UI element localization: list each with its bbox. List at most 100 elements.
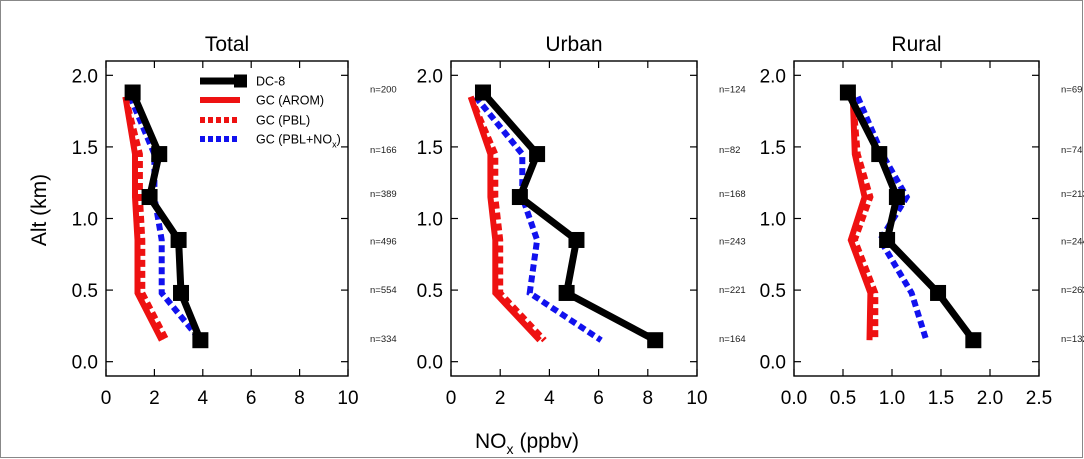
sample-count-label: n=496: [370, 236, 397, 247]
dc8-marker: [888, 189, 905, 206]
dc8-marker: [192, 332, 209, 349]
x-tick-label: 0: [446, 388, 457, 409]
sample-count-label: n=132: [1061, 334, 1084, 345]
y-tick-label: 1.0: [72, 210, 98, 231]
dc8-marker: [529, 146, 546, 163]
y-tick-label: 2.0: [760, 66, 786, 87]
y-axis-label: Alt (km): [28, 174, 51, 246]
sample-count-label: n=244: [1061, 236, 1084, 247]
series-line-arom: [467, 95, 542, 343]
legend-label-pblnox: GC (PBL+NOx): [256, 133, 341, 150]
x-tick-label: 0.5: [830, 388, 856, 409]
y-tick-label: 2.0: [417, 66, 443, 87]
dc8-marker: [965, 332, 982, 349]
legend-marker-dc8: [234, 74, 247, 88]
x-tick-label: 8: [294, 388, 305, 409]
legend-label-pblnox-main: GC (PBL+NO: [256, 133, 332, 147]
y-tick-label: 1.5: [72, 138, 98, 159]
x-axis-label-unit: (ppbv): [519, 430, 579, 453]
x-tick-label: 6: [593, 388, 604, 409]
series-line-pbl: [122, 96, 170, 342]
sample-count-label: n=166: [370, 145, 397, 156]
y-tick-label: 1.5: [760, 138, 786, 159]
chart-panels: Total 0 2 4 6 8 10 0.0 0.5 1.0 1.5 2.0 n=200 n=166 n=3…: [72, 33, 1084, 409]
series-line-dc8: [844, 90, 977, 343]
sample-count-label: n=164: [719, 334, 746, 345]
x-tick-label: 0.0: [781, 388, 807, 409]
x-axis-label-main: NO: [475, 430, 507, 453]
sample-count-label: n=221: [719, 285, 746, 296]
legend-label-dc8: DC-8: [256, 75, 285, 89]
x-tick-label: 8: [643, 388, 654, 409]
legend-label-pbl: GC (PBL): [256, 114, 310, 128]
legend-label-arom: GC (AROM): [256, 94, 324, 108]
y-tick-label: 0.5: [72, 281, 98, 302]
sample-count-label: n=263: [1061, 285, 1084, 296]
sample-count-label: n=200: [370, 85, 397, 96]
x-tick-label: 4: [544, 388, 555, 409]
sample-count-label: n=334: [370, 334, 397, 345]
x-tick-label: 6: [246, 388, 257, 409]
x-tick-label: 2.5: [1026, 388, 1052, 409]
legend: DC-8 GC (AROM) GC (PBL) GC (PBL+NOx): [200, 74, 341, 150]
x-tick-label: 2: [495, 388, 506, 409]
sample-count-label: n=69: [1061, 85, 1082, 96]
y-tick-label: 0.0: [760, 353, 786, 374]
dc8-marker: [474, 84, 491, 101]
series-line-pbl: [467, 95, 547, 343]
x-axis-label-subscript: x: [506, 441, 513, 457]
x-tick-label: 2.0: [977, 388, 1003, 409]
y-tick-label: 1.0: [760, 210, 786, 231]
x-tick-label: 10: [686, 388, 707, 409]
sample-count-label: n=82: [719, 145, 740, 156]
x-tick-label: 0: [101, 388, 112, 409]
series-line-arom: [847, 96, 874, 341]
panel-rural: Rural 0.0 0.5 1.0 1.5 2.0 2.5 0.0 0.5 1.0 1.5 2.0 n=…: [760, 33, 1084, 409]
panel-urban: Urban 0 2 4 6 8 10 0.0 0.5 1.0 1.5 2.0 n=124 n=82 n=16…: [417, 33, 746, 409]
legend-label-pblnox-end: ): [337, 133, 341, 147]
series-line-arom: [122, 96, 165, 342]
x-tick-label: 4: [198, 388, 209, 409]
dc8-marker: [558, 284, 575, 301]
sample-count-label: n=243: [719, 236, 746, 247]
y-tick-label: 2.0: [72, 66, 98, 87]
dc8-marker: [930, 284, 947, 301]
y-tick-label: 0.0: [72, 353, 98, 374]
sample-count-label: n=213: [1061, 189, 1084, 200]
plot-frame: [793, 60, 1040, 377]
x-axis-label: NOx (ppbv): [475, 430, 579, 457]
y-tick-label: 1.0: [417, 210, 443, 231]
x-tick-label: 1.0: [879, 388, 905, 409]
dc8-marker: [568, 231, 585, 248]
dc8-marker: [647, 332, 664, 349]
dc8-marker: [124, 84, 141, 101]
y-tick-label: 1.5: [417, 138, 443, 159]
panel-title: Urban: [545, 33, 602, 56]
sample-count-label: n=168: [719, 189, 746, 200]
y-tick-label: 0.5: [417, 281, 443, 302]
legend-label-pblnox-sub: x: [332, 140, 337, 150]
dc8-marker: [511, 189, 528, 206]
sample-count-label: n=124: [719, 85, 746, 96]
x-tick-label: 1.5: [928, 388, 954, 409]
sample-count-label: n=74: [1061, 145, 1082, 156]
dc8-marker: [141, 189, 158, 206]
series-line-pblnox: [127, 95, 203, 343]
panel-title: Rural: [891, 33, 941, 56]
dc8-marker: [879, 231, 896, 248]
series-line-pblnox: [473, 94, 603, 343]
sample-count-label: n=554: [370, 285, 397, 296]
dc8-marker: [839, 84, 856, 101]
dc8-marker: [173, 284, 190, 301]
y-tick-label: 0.5: [760, 281, 786, 302]
panel-total: Total 0 2 4 6 8 10 0.0 0.5 1.0 1.5 2.0 n=200 n=166 n=3…: [72, 33, 397, 409]
dc8-marker: [151, 146, 168, 163]
dc8-marker: [871, 146, 888, 163]
panel-title: Total: [205, 33, 249, 56]
y-tick-label: 0.0: [417, 353, 443, 374]
x-tick-label: 10: [337, 388, 358, 409]
sample-count-label: n=389: [370, 189, 397, 200]
series-line-dc8: [480, 90, 657, 344]
